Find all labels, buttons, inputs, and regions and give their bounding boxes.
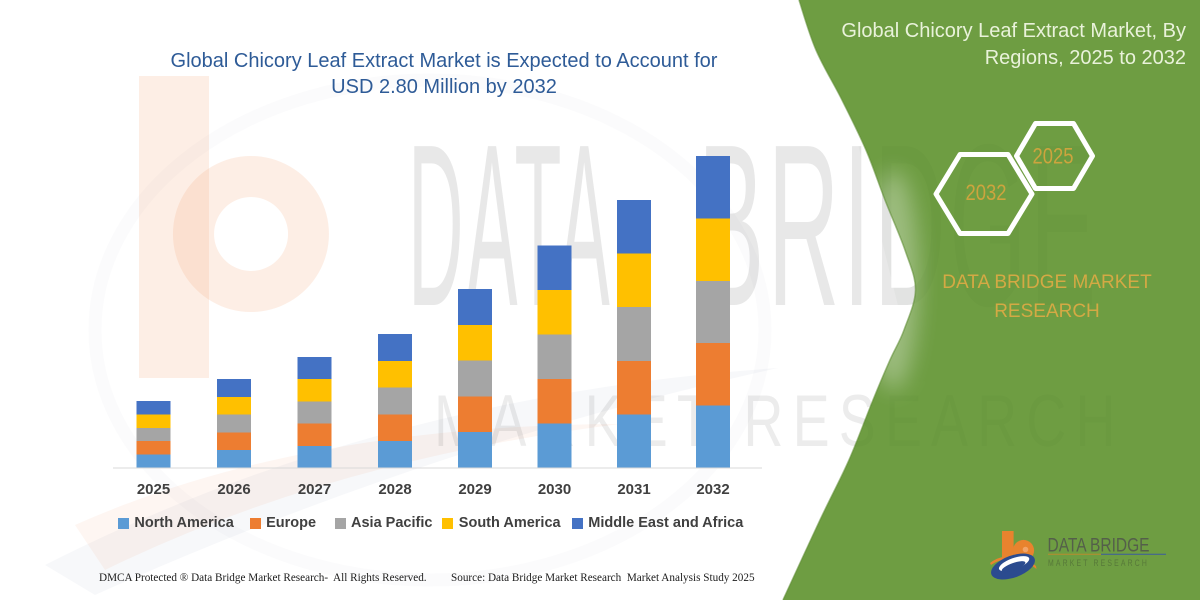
svg-text:DATA BRIDGE: DATA BRIDGE: [1048, 536, 1150, 557]
svg-text:2025: 2025: [1033, 144, 1074, 169]
svg-text:2032: 2032: [966, 180, 1007, 205]
svg-text:MARKET RESEARCH: MARKET RESEARCH: [1048, 558, 1149, 569]
